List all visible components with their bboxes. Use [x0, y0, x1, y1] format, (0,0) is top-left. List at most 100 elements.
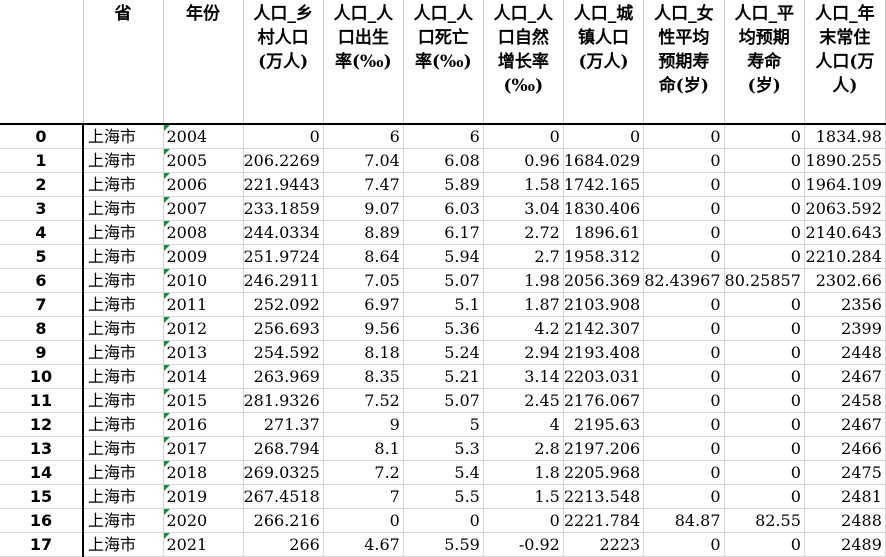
row-index[interactable]: 5	[0, 244, 84, 269]
rural-population-cell[interactable]: 252.092	[243, 292, 324, 317]
urban-population-cell[interactable]: 2197.206	[563, 436, 645, 461]
death-rate-cell[interactable]: 5.24	[403, 340, 484, 365]
row-index[interactable]: 3	[0, 196, 84, 221]
rural-population-cell[interactable]: 244.0334	[243, 220, 324, 245]
female-life-expectancy-cell[interactable]: 0	[643, 484, 725, 509]
female-life-expectancy-cell[interactable]: 0	[643, 244, 725, 269]
province-header[interactable]: 省	[83, 0, 164, 125]
rural-population-cell[interactable]: 221.9443	[243, 172, 324, 197]
year-cell[interactable]: 2015	[163, 388, 244, 413]
resident-population-cell[interactable]: 2489	[804, 532, 886, 557]
year-cell[interactable]: 2004	[163, 124, 244, 149]
urban-population-cell[interactable]: 1830.406	[563, 196, 645, 221]
natural-growth-rate-cell[interactable]: 1.5	[483, 484, 564, 509]
row-index[interactable]: 8	[0, 316, 84, 341]
resident-population-cell[interactable]: 2140.643	[804, 220, 886, 245]
province-cell[interactable]: 上海市	[83, 436, 164, 461]
province-cell[interactable]: 上海市	[83, 460, 164, 485]
province-cell[interactable]: 上海市	[83, 340, 164, 365]
year-cell[interactable]: 2020	[163, 508, 244, 533]
rural-population-cell[interactable]: 251.9724	[243, 244, 324, 269]
natural-growth-rate-cell[interactable]: 0	[483, 124, 564, 149]
death-rate-cell[interactable]: 5.1	[403, 292, 484, 317]
row-index[interactable]: 1	[0, 148, 84, 173]
birth-rate-cell[interactable]: 7.2	[323, 460, 404, 485]
province-cell[interactable]: 上海市	[83, 196, 164, 221]
life-expectancy-cell[interactable]: 0	[724, 388, 805, 413]
female-life-expectancy-cell[interactable]: 0	[643, 436, 725, 461]
birth-rate-cell[interactable]: 0	[323, 508, 404, 533]
province-cell[interactable]: 上海市	[83, 508, 164, 533]
resident-population-cell[interactable]: 1834.98	[804, 124, 886, 149]
urban-population-cell[interactable]: 2103.908	[563, 292, 645, 317]
natural-growth-rate-cell[interactable]: 0.96	[483, 148, 564, 173]
resident-population-cell[interactable]: 2467	[804, 364, 886, 389]
year-cell[interactable]: 2006	[163, 172, 244, 197]
female-life-expectancy-cell[interactable]: 0	[643, 172, 725, 197]
year-cell[interactable]: 2011	[163, 292, 244, 317]
death-rate-cell[interactable]: 5.3	[403, 436, 484, 461]
natural-growth-rate-cell[interactable]: 1.87	[483, 292, 564, 317]
row-index[interactable]: 7	[0, 292, 84, 317]
rural-population-cell[interactable]: 269.0325	[243, 460, 324, 485]
rural-population-cell[interactable]: 263.969	[243, 364, 324, 389]
rural-population-cell[interactable]: 246.2911	[243, 268, 324, 293]
year-cell[interactable]: 2008	[163, 220, 244, 245]
resident-population-cell[interactable]: 2467	[804, 412, 886, 437]
row-index[interactable]: 9	[0, 340, 84, 365]
death-rate-cell[interactable]: 5.4	[403, 460, 484, 485]
birth-rate-cell[interactable]: 8.18	[323, 340, 404, 365]
urban-population-cell[interactable]: 1958.312	[563, 244, 645, 269]
urban-population-cell[interactable]: 1742.165	[563, 172, 645, 197]
urban-population-cell[interactable]: 2195.63	[563, 412, 645, 437]
province-cell[interactable]: 上海市	[83, 532, 164, 557]
resident-population-cell[interactable]: 2481	[804, 484, 886, 509]
row-index[interactable]: 6	[0, 268, 84, 293]
resident-population-cell[interactable]: 2466	[804, 436, 886, 461]
resident-population-cell[interactable]: 2475	[804, 460, 886, 485]
life-expectancy-cell[interactable]: 0	[724, 484, 805, 509]
year-cell[interactable]: 2009	[163, 244, 244, 269]
natural-growth-rate-cell[interactable]: 1.8	[483, 460, 564, 485]
row-index[interactable]: 0	[0, 124, 84, 149]
birth-rate-cell[interactable]: 4.67	[323, 532, 404, 557]
death-rate-cell[interactable]: 5.59	[403, 532, 484, 557]
province-cell[interactable]: 上海市	[83, 364, 164, 389]
rural-population-cell[interactable]: 271.37	[243, 412, 324, 437]
province-cell[interactable]: 上海市	[83, 268, 164, 293]
birth-rate-cell[interactable]: 7.47	[323, 172, 404, 197]
female-life-expectancy-cell[interactable]: 84.87	[643, 508, 725, 533]
female-life-expectancy-cell[interactable]: 0	[643, 412, 725, 437]
natural-growth-rate-cell[interactable]: 3.14	[483, 364, 564, 389]
year-cell[interactable]: 2019	[163, 484, 244, 509]
life-expectancy-cell[interactable]: 0	[724, 436, 805, 461]
female-life-expectancy-cell[interactable]: 0	[643, 220, 725, 245]
female-life-expectancy-cell[interactable]: 0	[643, 148, 725, 173]
urban-population-cell[interactable]: 2205.968	[563, 460, 645, 485]
birth-rate-header[interactable]: 人口_人 口出生 率(‰)	[323, 0, 404, 125]
rural-population-cell[interactable]: 206.2269	[243, 148, 324, 173]
year-cell[interactable]: 2014	[163, 364, 244, 389]
year-cell[interactable]: 2012	[163, 316, 244, 341]
row-index[interactable]: 11	[0, 388, 84, 413]
life-expectancy-cell[interactable]: 0	[724, 340, 805, 365]
urban-population-cell[interactable]: 2213.548	[563, 484, 645, 509]
life-expectancy-cell[interactable]: 0	[724, 172, 805, 197]
row-index[interactable]: 17	[0, 532, 84, 557]
urban-population-cell[interactable]: 2203.031	[563, 364, 645, 389]
birth-rate-cell[interactable]: 6	[323, 124, 404, 149]
row-index[interactable]: 15	[0, 484, 84, 509]
row-index[interactable]: 2	[0, 172, 84, 197]
birth-rate-cell[interactable]: 8.64	[323, 244, 404, 269]
birth-rate-cell[interactable]: 7	[323, 484, 404, 509]
province-cell[interactable]: 上海市	[83, 412, 164, 437]
female-life-expectancy-cell[interactable]: 0	[643, 124, 725, 149]
rural-population-cell[interactable]: 0	[243, 124, 324, 149]
urban-population-header[interactable]: 人口_城 镇人口 (万人)	[563, 0, 645, 125]
life-expectancy-cell[interactable]: 0	[724, 220, 805, 245]
rural-population-cell[interactable]: 266	[243, 532, 324, 557]
life-expectancy-header[interactable]: 人口_平 均预期 寿命 (岁)	[724, 0, 805, 125]
death-rate-cell[interactable]: 6.03	[403, 196, 484, 221]
birth-rate-cell[interactable]: 8.1	[323, 436, 404, 461]
province-cell[interactable]: 上海市	[83, 124, 164, 149]
